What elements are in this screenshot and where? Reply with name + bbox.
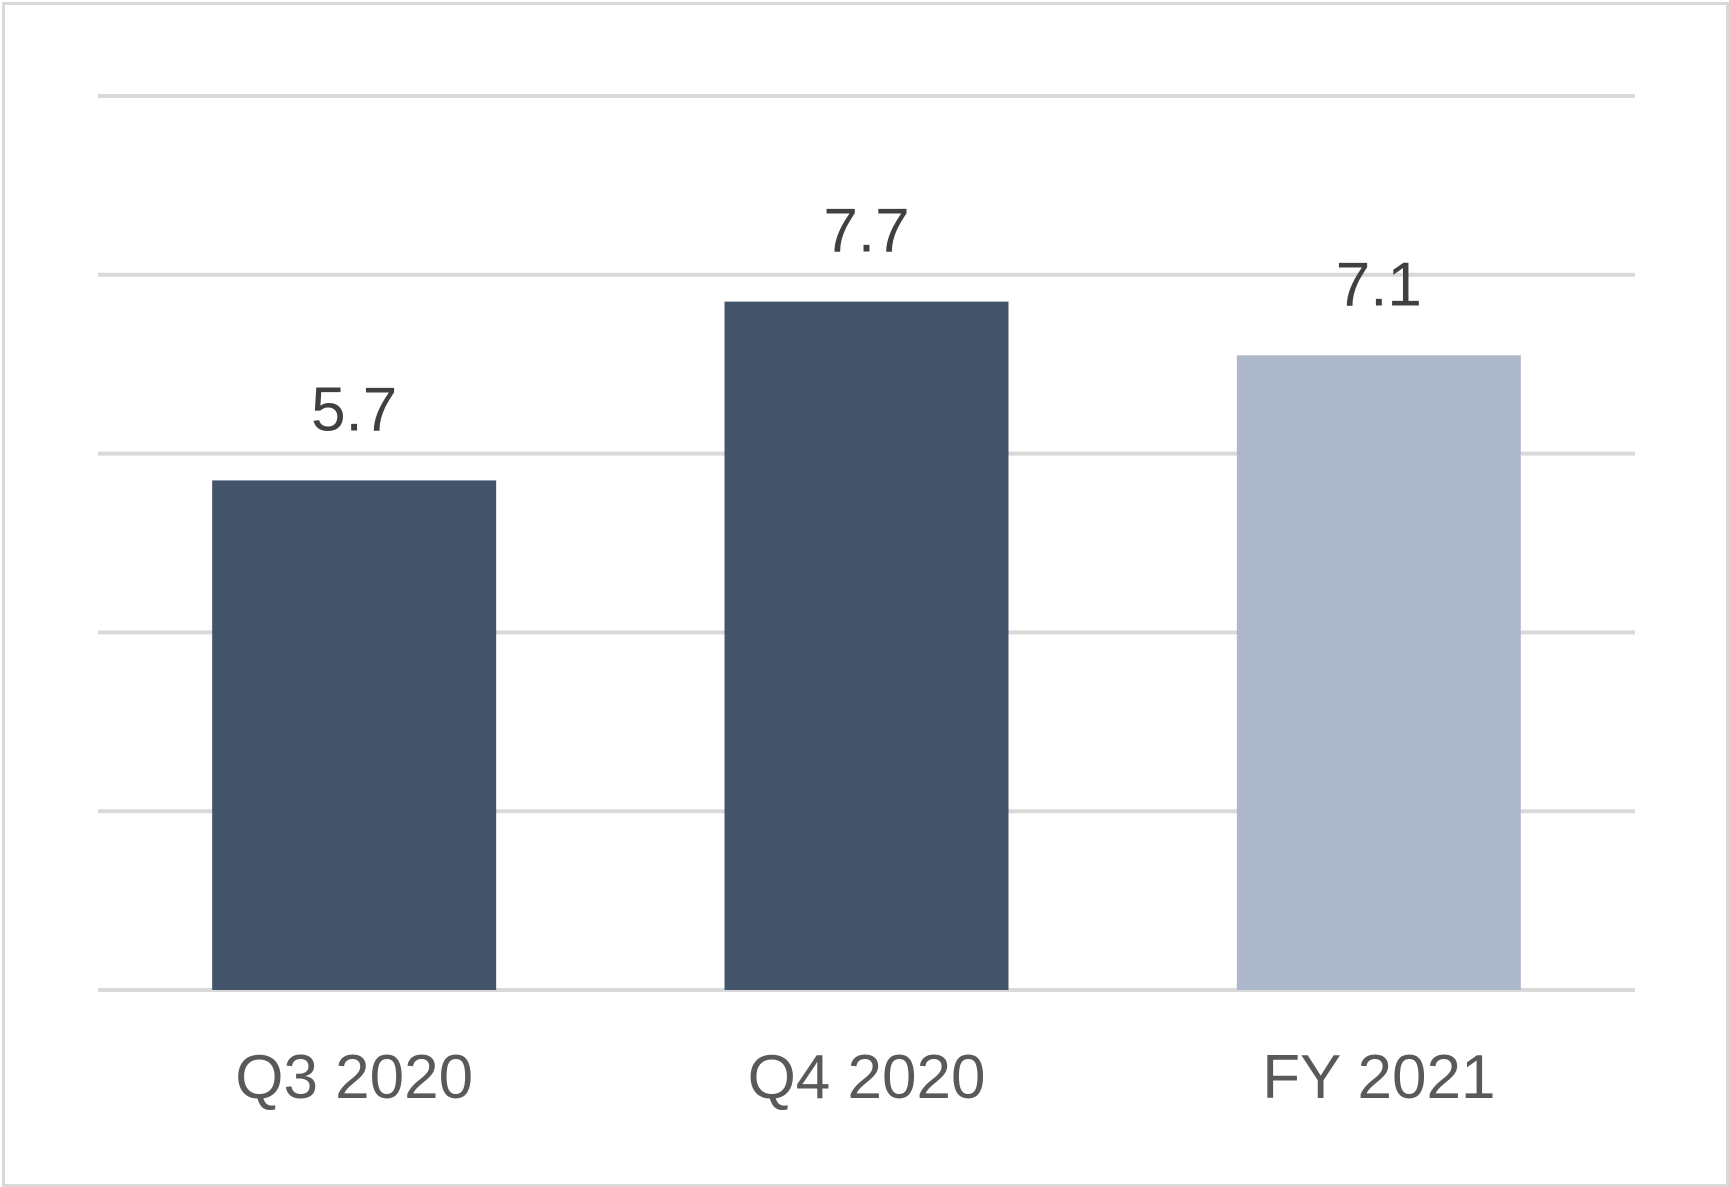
data-label-q4-2020: 7.7 xyxy=(823,197,909,266)
tick-label-fy-2021: FY 2021 xyxy=(1262,1043,1495,1112)
tick-label-q4-2020: Q4 2020 xyxy=(748,1043,986,1112)
data-label-q3-2020: 5.7 xyxy=(311,375,397,444)
tick-label-q3-2020: Q3 2020 xyxy=(235,1043,473,1112)
bars xyxy=(212,301,1521,990)
data-label-fy-2021: 7.1 xyxy=(1336,250,1422,319)
data-labels: 5.7 7.7 7.1 xyxy=(311,197,1422,445)
bar-fy-2021 xyxy=(1236,355,1521,990)
x-axis-tick-labels: Q3 2020 Q4 2020 FY 2021 xyxy=(235,1043,1495,1112)
bar-q3-2020 xyxy=(212,480,497,990)
bar-q4-2020 xyxy=(724,301,1009,990)
bar-chart: 5.7 7.7 7.1 Q3 2020 Q4 2020 FY 2021 xyxy=(98,94,1635,1112)
